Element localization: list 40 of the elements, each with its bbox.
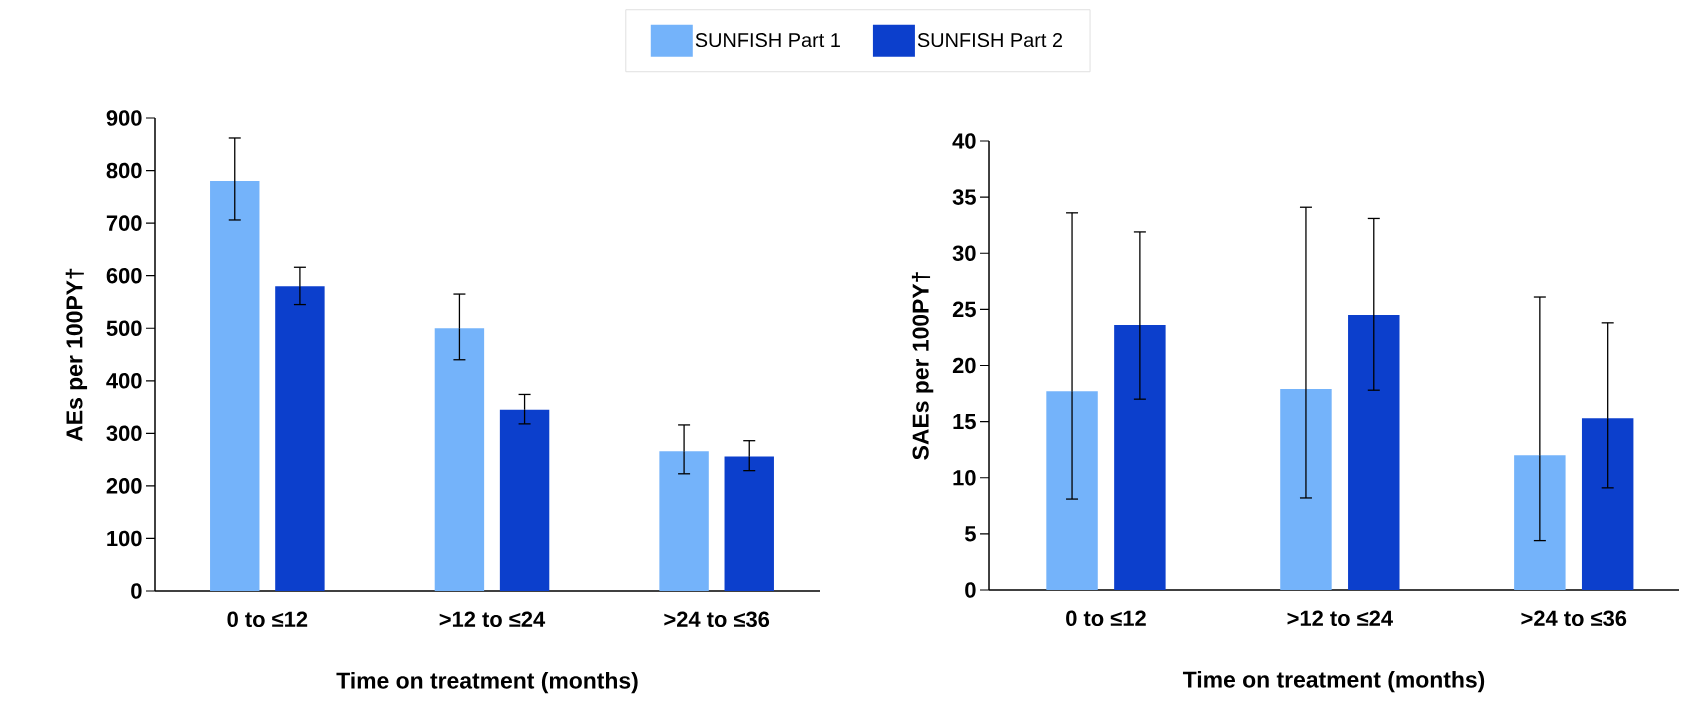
y-tick-label: 300: [106, 425, 142, 442]
y-tick-label: 10: [953, 469, 976, 486]
x-tick-label: >12 to ≤24: [1287, 610, 1393, 627]
y-tick-label: 900: [106, 110, 142, 126]
bar: [210, 181, 260, 591]
x-axis-title: Time on treatment (months): [336, 671, 638, 694]
bar: [499, 409, 550, 591]
bar: [724, 456, 774, 591]
y-tick-label: 0: [965, 582, 976, 598]
y-tick-label: 40: [952, 133, 976, 149]
x-axis-title: Time on treatment (months): [1182, 670, 1485, 693]
x-tick-label: >24 to ≤36: [664, 611, 770, 628]
y-tick-label: 100: [107, 530, 142, 547]
y-tick-label: 20: [952, 357, 976, 374]
y-tick-label: 600: [106, 267, 142, 284]
bar: [434, 328, 485, 591]
bar: [659, 451, 709, 591]
x-tick-label: >12 to ≤24: [439, 611, 546, 628]
y-tick-label: 0: [131, 583, 142, 599]
x-tick-label: 0 to ≤12: [227, 611, 308, 628]
y-tick-label: 200: [106, 478, 142, 494]
y-tick-label: 25: [952, 301, 976, 318]
x-tick-label: 0 to ≤12: [1066, 610, 1146, 627]
x-tick-label: >24 to ≤36: [1521, 610, 1627, 627]
y-axis-title: SAEs per 100PY†: [911, 272, 934, 460]
y-tick-label: 30: [952, 245, 976, 262]
bar: [1114, 325, 1166, 590]
y-axis-title: AEs per 100PY†: [65, 268, 88, 442]
y-tick-label: 35: [952, 189, 976, 205]
bar: [275, 286, 325, 591]
y-tick-label: 800: [106, 162, 142, 179]
y-tick-label: 5: [964, 526, 976, 542]
y-tick-label: 15: [953, 413, 976, 430]
legend-label: SUNFISH Part 2: [917, 33, 1063, 48]
legend-label: SUNFISH Part 1: [695, 33, 840, 48]
y-tick-label: 500: [106, 320, 142, 336]
bar: [1581, 418, 1634, 590]
y-tick-label: 700: [106, 215, 142, 231]
y-tick-label: 400: [106, 373, 142, 389]
bar: [1348, 314, 1400, 590]
